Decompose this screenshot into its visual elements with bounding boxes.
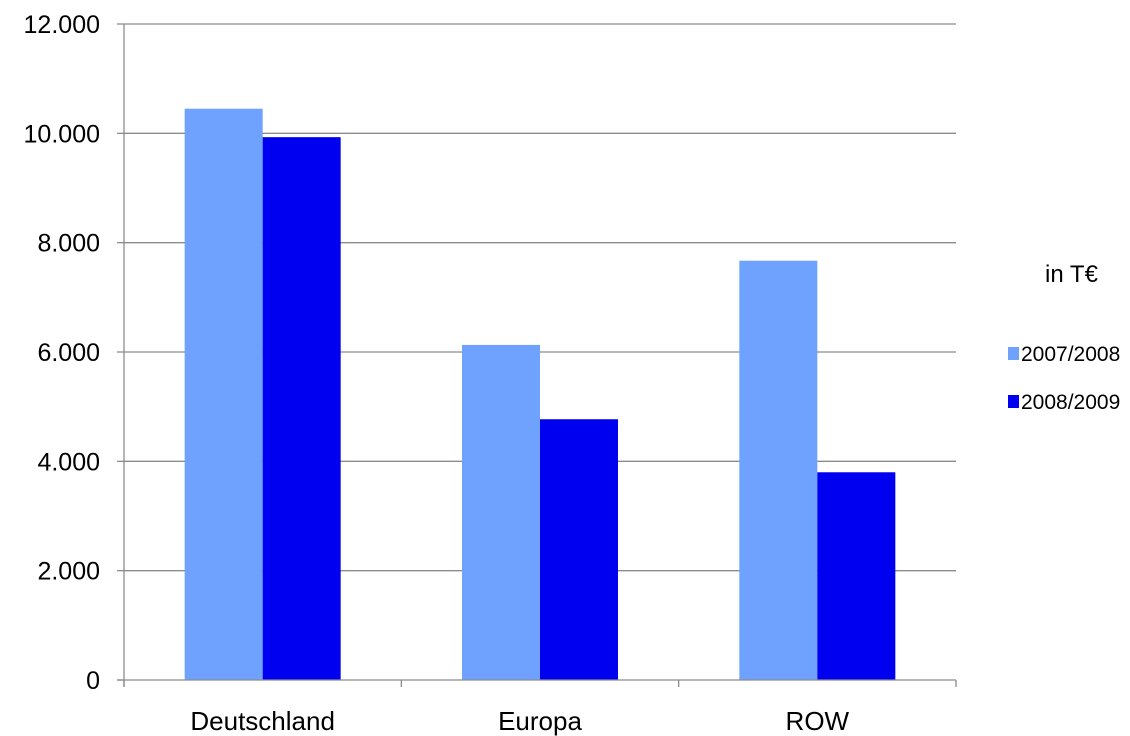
bar-europa-1 [462, 344, 540, 680]
legend-label: 2007/2008 [1021, 343, 1120, 366]
legend-label: 2008/2009 [1021, 391, 1120, 414]
bars [184, 108, 896, 680]
y-tick-label: 12.000 [24, 11, 100, 39]
bar-row-2 [817, 472, 896, 680]
category-labels: Deutschland Europa ROW [190, 706, 849, 736]
unit-label: in T€ [1045, 261, 1099, 288]
bar-europa-2 [540, 419, 618, 680]
axes [117, 23, 957, 687]
bar-deutschland-1 [184, 108, 263, 680]
y-tick-label: 2.000 [37, 558, 100, 586]
legend-swatch [1008, 395, 1019, 408]
y-tick-label: 4.000 [37, 448, 100, 476]
y-tick-label: 6.000 [37, 339, 100, 367]
category-label: ROW [786, 706, 850, 736]
legend: 2007/2008 2008/2009 [1008, 343, 1120, 414]
y-tick-label: 0 [86, 667, 100, 695]
category-label: Deutschland [190, 706, 335, 736]
y-tick-label: 8.000 [37, 230, 100, 258]
bar-deutschland-2 [262, 137, 341, 680]
category-label: Europa [498, 706, 582, 736]
y-tick-label: 10.000 [24, 120, 100, 148]
bar-row-1 [739, 260, 818, 680]
y-tick-labels: 0 2.000 4.000 6.000 8.000 10.000 12.000 [24, 11, 100, 695]
legend-swatch [1008, 347, 1019, 360]
